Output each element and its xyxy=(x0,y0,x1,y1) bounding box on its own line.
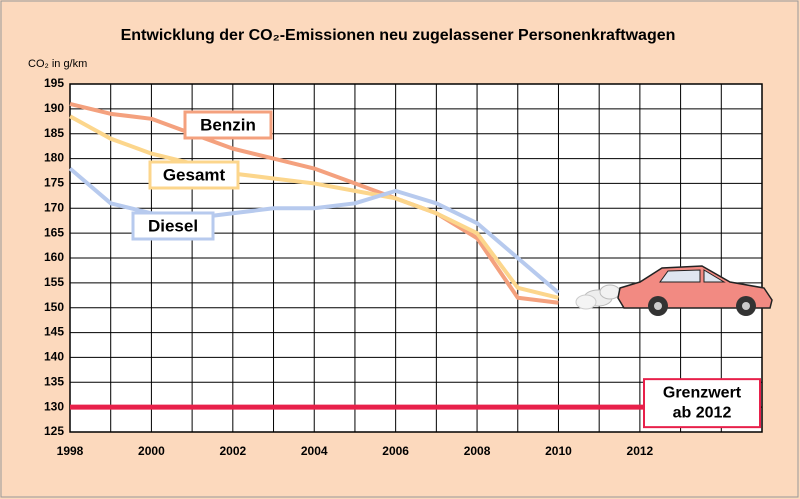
x-tick-label: 2008 xyxy=(464,444,491,458)
y-tick-label: 150 xyxy=(44,300,64,314)
threshold-label: Grenzwert xyxy=(663,384,742,401)
series-line xyxy=(69,114,559,300)
y-axis-label: CO₂ in g/km xyxy=(28,58,87,70)
plot-border xyxy=(69,83,763,433)
y-tick-label: 145 xyxy=(44,325,64,339)
y-tick-label: 125 xyxy=(44,424,64,438)
car-illustration xyxy=(575,265,773,316)
x-tick-label: 2006 xyxy=(382,444,409,458)
y-tick-label: 185 xyxy=(44,126,64,140)
chart-title: Entwicklung der CO₂-Emissionen neu zugel… xyxy=(121,27,676,44)
legend-box xyxy=(148,160,240,190)
threshold-box xyxy=(643,378,761,429)
legend-label: Diesel xyxy=(148,216,198,235)
x-tick-label: 1998 xyxy=(57,444,84,458)
series-line xyxy=(69,101,559,305)
x-tick-label: 2004 xyxy=(301,444,328,458)
y-tick-label: 190 xyxy=(44,101,64,115)
y-tick-label: 175 xyxy=(44,176,64,190)
y-tick-label: 195 xyxy=(44,76,64,90)
y-tick-label: 140 xyxy=(44,350,64,364)
y-tick-label: 165 xyxy=(44,225,64,239)
y-tick-label: 180 xyxy=(44,151,64,165)
y-tick-label: 130 xyxy=(44,399,64,413)
y-tick-label: 170 xyxy=(44,200,64,214)
x-tick-label: 2000 xyxy=(138,444,165,458)
x-tick-label: 2010 xyxy=(545,444,572,458)
legend-box xyxy=(131,211,215,241)
y-tick-label: 155 xyxy=(44,275,64,289)
legend-label: Gesamt xyxy=(163,165,226,184)
threshold-label: ab 2012 xyxy=(673,404,732,421)
y-tick-label: 135 xyxy=(44,374,64,388)
x-tick-label: 2012 xyxy=(627,444,654,458)
legend-label: Benzin xyxy=(200,115,256,134)
y-tick-label: 160 xyxy=(44,250,64,264)
x-tick-label: 2002 xyxy=(219,444,246,458)
legend-box xyxy=(183,110,273,140)
